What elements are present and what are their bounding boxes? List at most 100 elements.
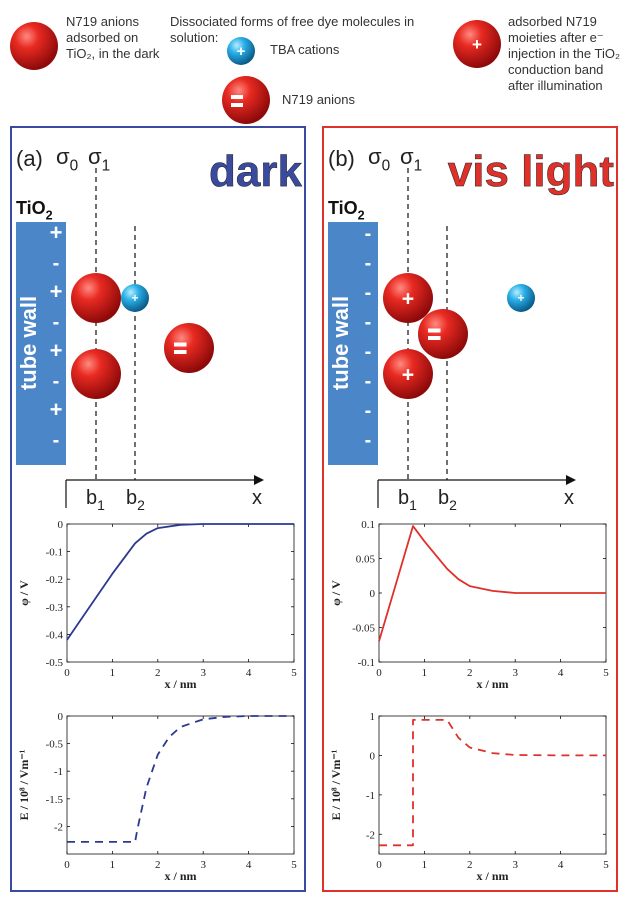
panel-vis-light: (b) σ0 σ1 vis light TiO2 tube wall - - - - - - - - b1 b… (322, 126, 618, 892)
n719-anion-free-body (164, 323, 214, 373)
x-tick-label-3: 3 (512, 859, 518, 871)
series-line-0 (66, 523, 294, 641)
panel-title: dark (209, 147, 302, 196)
injected-moiety-2-sign: + (402, 363, 414, 387)
wall-sign-2: + (50, 279, 63, 304)
b1-label: b1 (86, 487, 105, 513)
svg-text:+: + (472, 35, 482, 54)
wall-sign-0: + (50, 220, 63, 245)
n719-anion-adsorbed-body (418, 309, 468, 359)
tube-wall-label: tube wall (328, 296, 353, 390)
tube-wall (16, 222, 66, 465)
x-tick-label-0: 0 (64, 859, 70, 871)
panel-title: vis light (448, 147, 615, 196)
tio2-label: TiO2 (16, 198, 53, 222)
injected-moiety-2-body (383, 349, 433, 399)
tube-wall (328, 222, 378, 465)
x-tick-label-2: 2 (467, 667, 473, 679)
svg-text:+: + (237, 43, 246, 60)
tba-cation-sign: + (132, 291, 139, 305)
sigma0-label: σ0 (368, 144, 390, 175)
x-label: x (564, 487, 574, 509)
y-tick-label-0: 0.1 (361, 519, 375, 531)
adsorbed-anion-2-body (71, 349, 121, 399)
x-axis-arrow (566, 475, 576, 485)
plot-potential-light: 0 1 2 3 4 5 0.1 0.05 0 -0.05 -0.1 x / nm φ / V (329, 519, 609, 691)
x-tick-label-4: 4 (246, 667, 252, 679)
tba-cation-body (121, 284, 149, 312)
tba-cation-body (507, 284, 535, 312)
injected-moiety-1-body (383, 273, 433, 323)
tba-cation-sign: + (518, 291, 525, 305)
x-axis-title: x / nm (476, 869, 508, 883)
legend-adsorbed-anion-sphere (10, 22, 58, 70)
n719-anion-adsorbed-sign-bottom (428, 336, 441, 340)
y-tick-label-3: -0.3 (46, 602, 64, 614)
plot-frame (66, 523, 295, 663)
wall-sign-6: - (365, 400, 372, 422)
x-tick-label-5: 5 (603, 859, 609, 871)
y-tick-label-2: -1 (54, 766, 63, 778)
n719-anion-free-sign-top (174, 342, 187, 347)
adsorbed-anion-1 (71, 273, 121, 323)
b2-label: b2 (126, 487, 145, 513)
b1-label: b1 (398, 487, 417, 513)
legend-n719-sphere (222, 76, 270, 124)
y-tick-label-1: -0.5 (46, 739, 64, 751)
y-tick-label-2: 0 (370, 588, 376, 600)
x-tick-label-3: 3 (512, 667, 518, 679)
wall-sign-1: - (53, 253, 60, 275)
x-tick-label-5: 5 (291, 667, 297, 679)
wall-sign-7: - (365, 430, 372, 452)
y-tick-label-3: -0.05 (352, 623, 375, 635)
injected-moiety-1: + (383, 273, 433, 323)
y-axis-title: E / 10⁸ / Vm⁻¹ (17, 749, 31, 820)
wall-sign-5: - (365, 371, 372, 393)
injected-moiety-2: + (383, 349, 433, 399)
n719-anion-adsorbed (418, 309, 468, 359)
wall-sign-3: - (53, 312, 60, 334)
y-tick-label-1: 0.05 (356, 554, 376, 566)
series-line-0 (378, 525, 606, 642)
y-tick-label-0: 1 (370, 711, 376, 723)
plot-field-dark: 0 1 2 3 4 5 0 -0.5 -1 -1.5 -2 x / nm E / 10⁸ / Vm⁻¹ (17, 711, 297, 883)
adsorbed-anion-1-body (71, 273, 121, 323)
wall-sign-2: - (365, 282, 372, 304)
y-tick-label-3: -2 (366, 829, 375, 841)
plot-potential-dark: 0 1 2 3 4 5 0 -0.1 -0.2 -0.3 -0.4 -0.5 x / nm φ / V (17, 519, 297, 691)
y-tick-label-4: -0.1 (358, 657, 375, 669)
x-tick-label-1: 1 (110, 859, 116, 871)
tba-cation: + (121, 284, 149, 312)
sigma1-label: σ1 (88, 144, 110, 175)
series-line-0 (67, 715, 294, 843)
sigma1-label: σ1 (400, 144, 422, 175)
tio2-label: TiO2 (328, 198, 365, 222)
y-tick-label-0: 0 (58, 711, 64, 723)
x-tick-label-2: 2 (467, 859, 473, 871)
n719-anion-adsorbed-sign-top (428, 328, 441, 333)
y-tick-label-5: -0.5 (46, 657, 64, 669)
x-tick-label-0: 0 (64, 667, 70, 679)
wall-sign-5: - (53, 371, 60, 393)
x-tick-label-1: 1 (422, 859, 428, 871)
adsorbed-anion-2 (71, 349, 121, 399)
x-tick-label-2: 2 (155, 667, 161, 679)
y-axis-title: E / 10⁸ / Vm⁻¹ (329, 749, 343, 820)
y-tick-label-2: -1 (366, 790, 375, 802)
plot-frame (378, 715, 607, 855)
legend-tba-sphere: + (227, 37, 255, 65)
plot-frame (66, 715, 295, 855)
y-tick-label-1: 0 (370, 750, 376, 762)
x-tick-label-4: 4 (558, 667, 564, 679)
legend-tba-label: TBA cations (270, 42, 340, 57)
b2-label: b2 (438, 487, 457, 513)
wall-sign-6: + (50, 397, 63, 422)
y-tick-label-2: -0.2 (46, 574, 63, 586)
n719-anion-free-sign-bottom (174, 350, 187, 354)
x-tick-label-4: 4 (558, 859, 564, 871)
legend-injected-moiety-sphere: + (453, 20, 501, 68)
x-tick-label-5: 5 (603, 667, 609, 679)
wall-sign-4: + (50, 338, 63, 363)
y-tick-label-4: -2 (54, 821, 63, 833)
